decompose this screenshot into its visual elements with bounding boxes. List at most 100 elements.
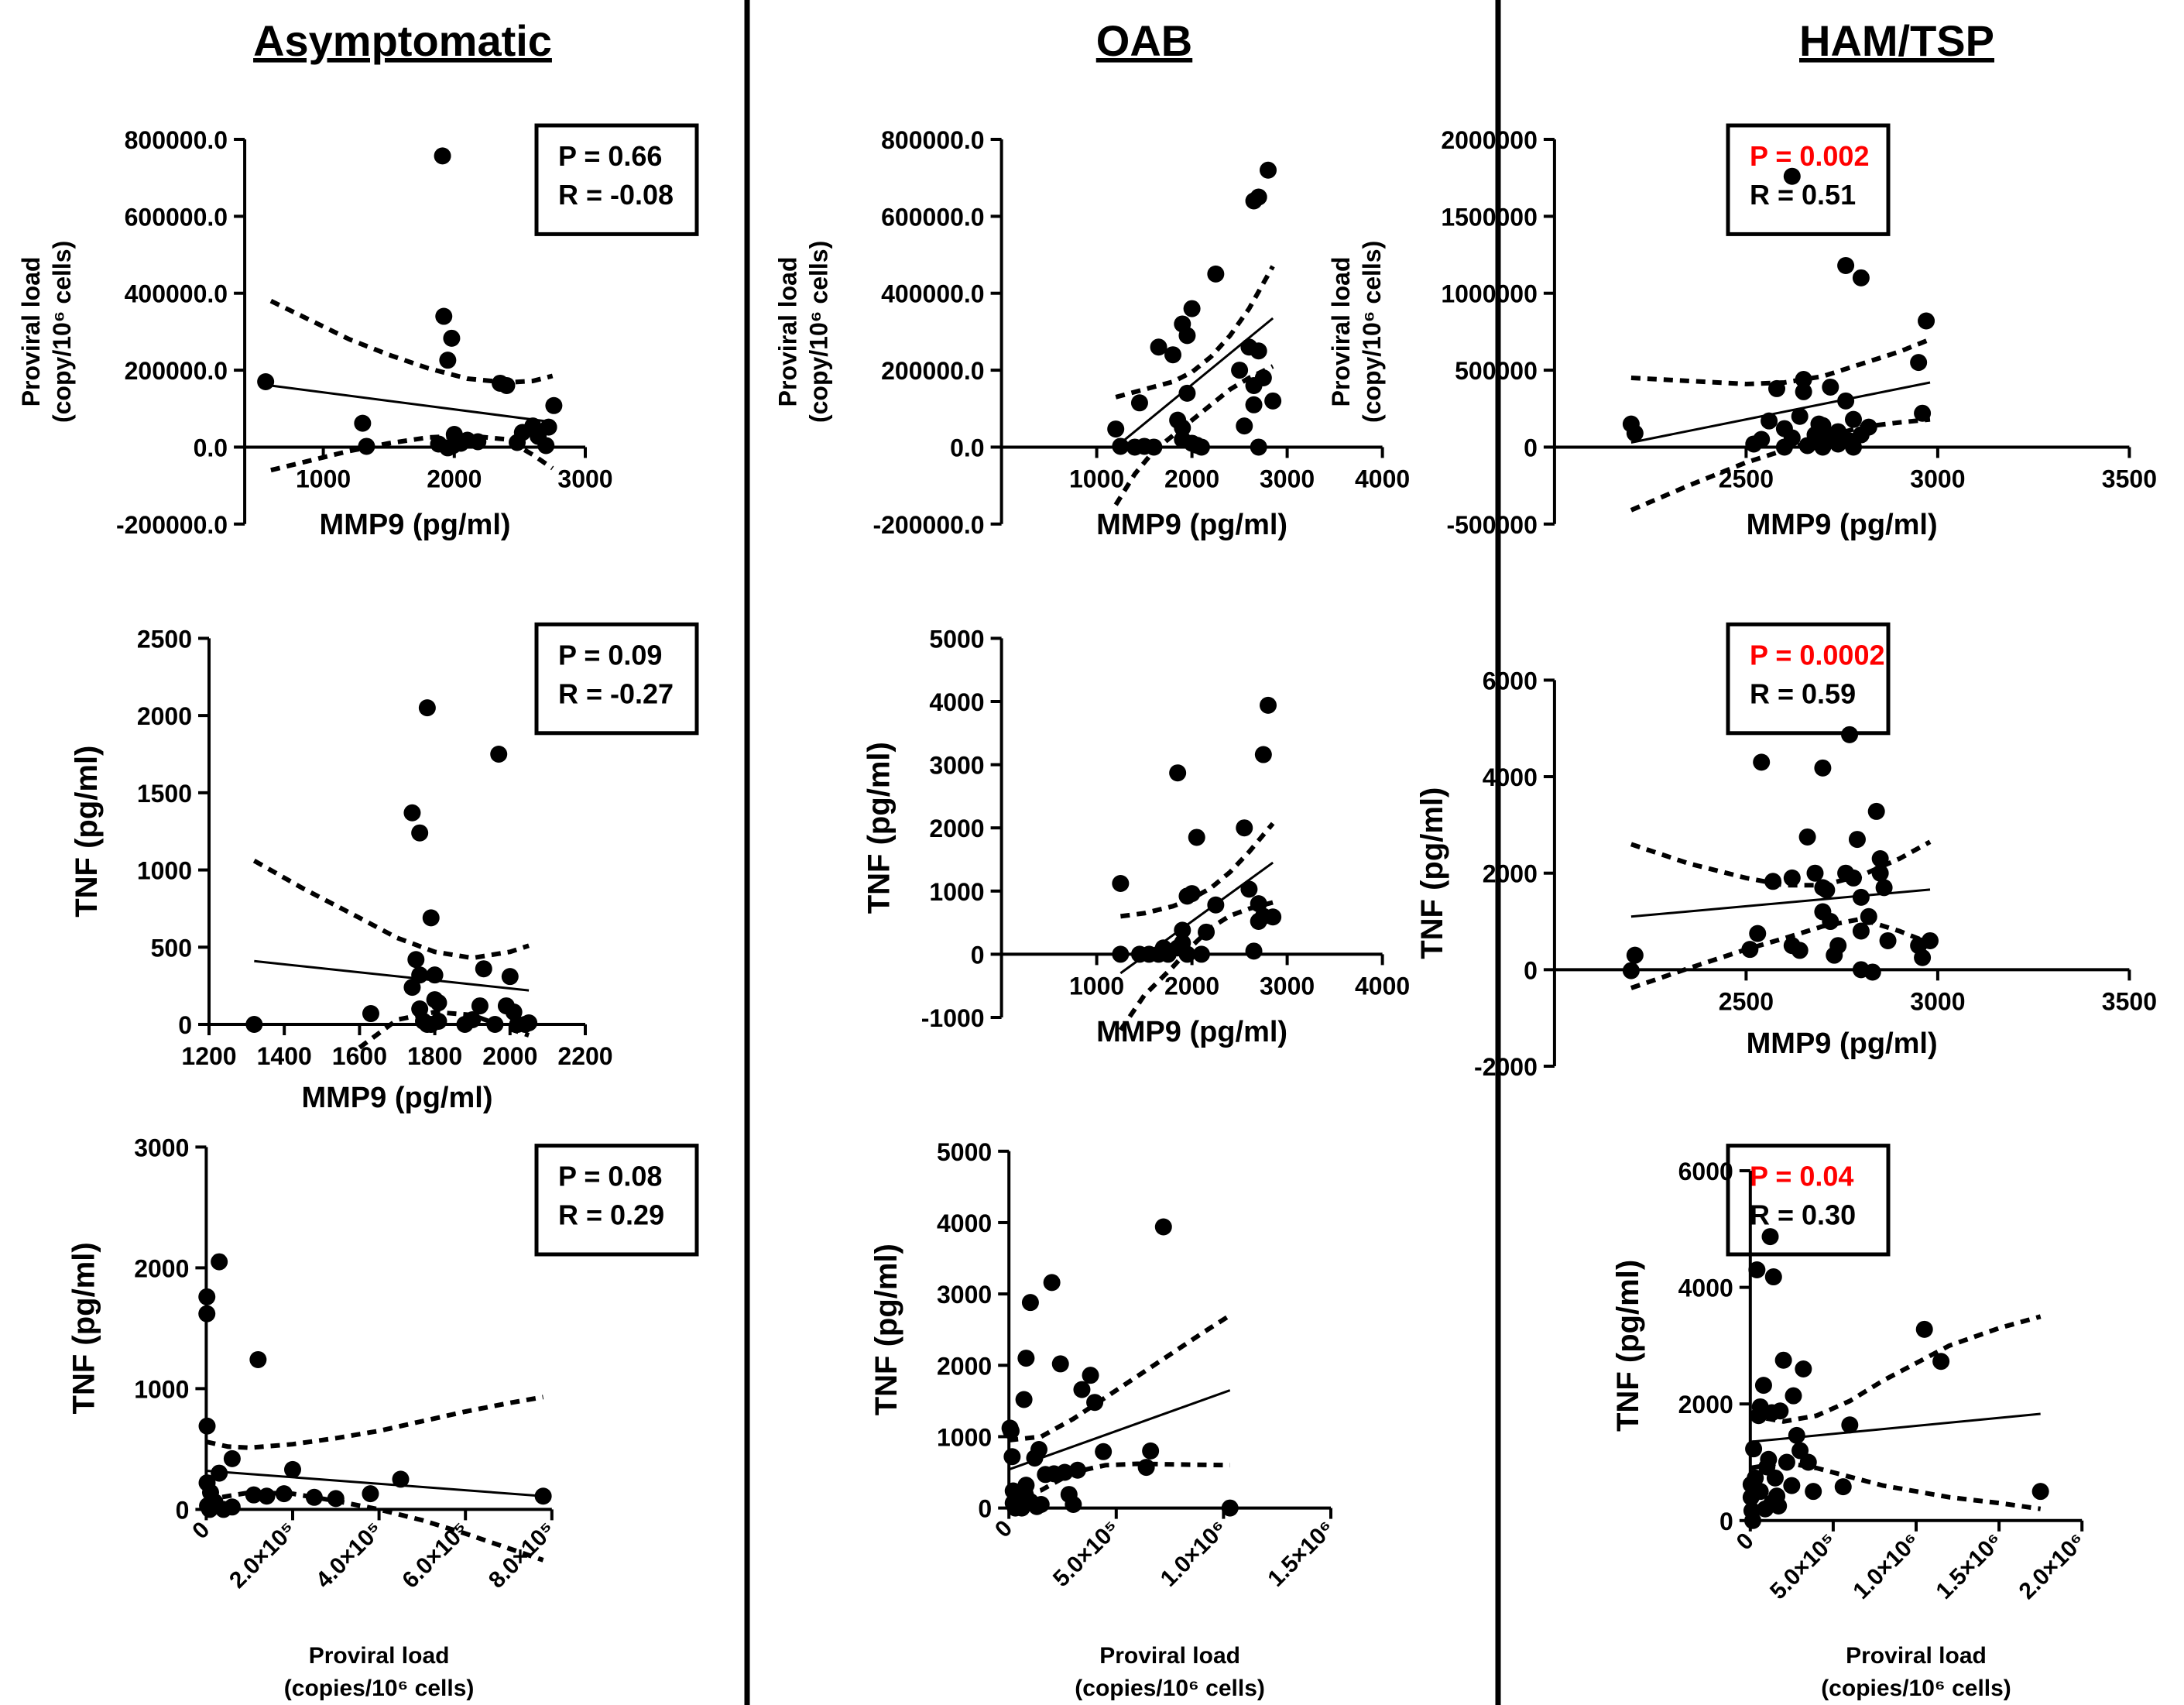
x-axis-title: Proviral load: [309, 1643, 450, 1669]
x-tick-label: 2000: [1164, 972, 1219, 1000]
x-tick-label: 2000: [1164, 465, 1219, 492]
data-point: [1860, 418, 1877, 436]
ci-upper-band: [269, 299, 554, 386]
data-point: [1914, 404, 1932, 422]
regression-line: [1008, 1389, 1231, 1471]
data-point: [1751, 1483, 1769, 1501]
data-point: [1183, 885, 1201, 903]
x-axis-title: Proviral load: [1846, 1643, 1987, 1669]
data-point: [1021, 1294, 1039, 1312]
p-value: P = 0.002: [1750, 140, 1869, 172]
data-point: [1245, 376, 1263, 394]
ci-upper-band: [1008, 1313, 1232, 1443]
stats-box: [534, 123, 699, 236]
data-point: [1017, 1350, 1035, 1367]
x-tick-label: 2200: [557, 1042, 612, 1070]
group-title-asymptomatic: Asymptomatic: [253, 16, 552, 65]
stats-box: [1726, 123, 1891, 236]
data-point: [1778, 1453, 1795, 1471]
data-point: [1254, 746, 1272, 763]
ci-upper-band: [252, 858, 530, 961]
y-tick-label: 3000: [937, 1281, 992, 1309]
data-point: [2031, 1483, 2049, 1501]
data-point: [1082, 1367, 1099, 1384]
data-point: [1178, 384, 1196, 402]
regression-line: [206, 1469, 543, 1497]
data-point: [1764, 1268, 1782, 1286]
y-tick-label: 2000000: [1441, 126, 1538, 154]
ci-lower-band: [1113, 364, 1274, 506]
ci-upper-band: [1630, 337, 1932, 387]
ci-upper-band: [205, 1395, 544, 1450]
data-point: [1841, 726, 1859, 743]
data-point: [1107, 420, 1125, 438]
data-point: [362, 1485, 379, 1503]
data-point: [1744, 1511, 1762, 1529]
data-point: [1250, 342, 1267, 360]
y-axis-title: Proviral load: [1327, 256, 1355, 407]
y-tick-label: 400000.0: [125, 280, 228, 308]
data-point: [534, 1487, 552, 1505]
data-point: [1852, 922, 1870, 940]
r-value: R = -0.08: [558, 179, 674, 211]
y-axis-title-units: (copy/10⁶ cells): [48, 241, 76, 423]
data-point: [1867, 802, 1885, 820]
y-tick-label: 2000: [1678, 1391, 1733, 1419]
data-point: [1788, 1426, 1805, 1444]
y-tick-label: 2000: [937, 1352, 992, 1380]
x-axis-title: MMP9 (pg/ml): [1747, 509, 1938, 541]
ci-lower-band: [270, 433, 554, 473]
data-point: [1879, 931, 1897, 949]
data-point: [422, 1016, 440, 1033]
y-axis-title: TNF (pg/ml): [67, 1242, 101, 1414]
ci-lower-band: [1008, 1461, 1230, 1502]
data-point: [1745, 1440, 1763, 1458]
x-tick-label: 3000: [557, 465, 612, 492]
y-tick-label: 1000: [134, 1375, 189, 1403]
data-point: [1806, 864, 1824, 882]
data-point: [1785, 1387, 1802, 1405]
x-tick-label: 3000: [1910, 465, 1965, 492]
data-point: [211, 1464, 228, 1482]
data-point: [403, 979, 421, 997]
data-point: [223, 1449, 241, 1467]
data-point: [1915, 1320, 1933, 1338]
data-point: [1130, 394, 1148, 412]
y-tick-label: -2000: [1474, 1053, 1538, 1081]
data-point: [422, 909, 440, 927]
data-point: [1914, 949, 1932, 966]
data-point: [1814, 759, 1832, 777]
x-axis-title: MMP9 (pg/ml): [1747, 1027, 1938, 1060]
y-tick-label: 400000.0: [881, 280, 984, 308]
chart-ham-tnf-mmp9: -2000 0 2000 4000 6000 2500 3000 3500 MMP9 (pg/m…: [1415, 667, 2157, 1081]
x-tick-label: 1200: [181, 1042, 236, 1070]
data-point: [1236, 417, 1253, 435]
data-point: [1236, 819, 1253, 837]
data-point: [418, 699, 436, 717]
data-point: [1822, 378, 1839, 396]
data-point: [540, 418, 557, 436]
data-point: [1002, 1422, 1020, 1440]
data-point: [1086, 1394, 1104, 1412]
data-point: [1183, 300, 1201, 317]
data-point: [1073, 1381, 1091, 1398]
data-point: [1763, 1494, 1781, 1512]
x-axis-title-units: (copies/10⁶ cells): [1075, 1676, 1265, 1701]
y-tick-label: 3000: [134, 1134, 189, 1161]
data-point: [407, 951, 425, 969]
data-point: [1918, 312, 1935, 330]
data-point: [1932, 1353, 1950, 1371]
data-point: [1150, 338, 1167, 356]
data-point: [1845, 438, 1862, 456]
y-tick-label: -200000.0: [873, 511, 984, 539]
y-tick-label: 1000: [137, 857, 192, 885]
data-point: [1783, 167, 1801, 185]
data-point: [1795, 371, 1812, 389]
x-tick-label: 3000: [1260, 972, 1315, 1000]
data-point: [245, 1016, 263, 1033]
data-point: [520, 1014, 538, 1032]
regression-line: [254, 959, 530, 992]
data-point: [1749, 925, 1767, 942]
data-point: [537, 437, 555, 455]
y-tick-label: 0: [1524, 956, 1538, 984]
